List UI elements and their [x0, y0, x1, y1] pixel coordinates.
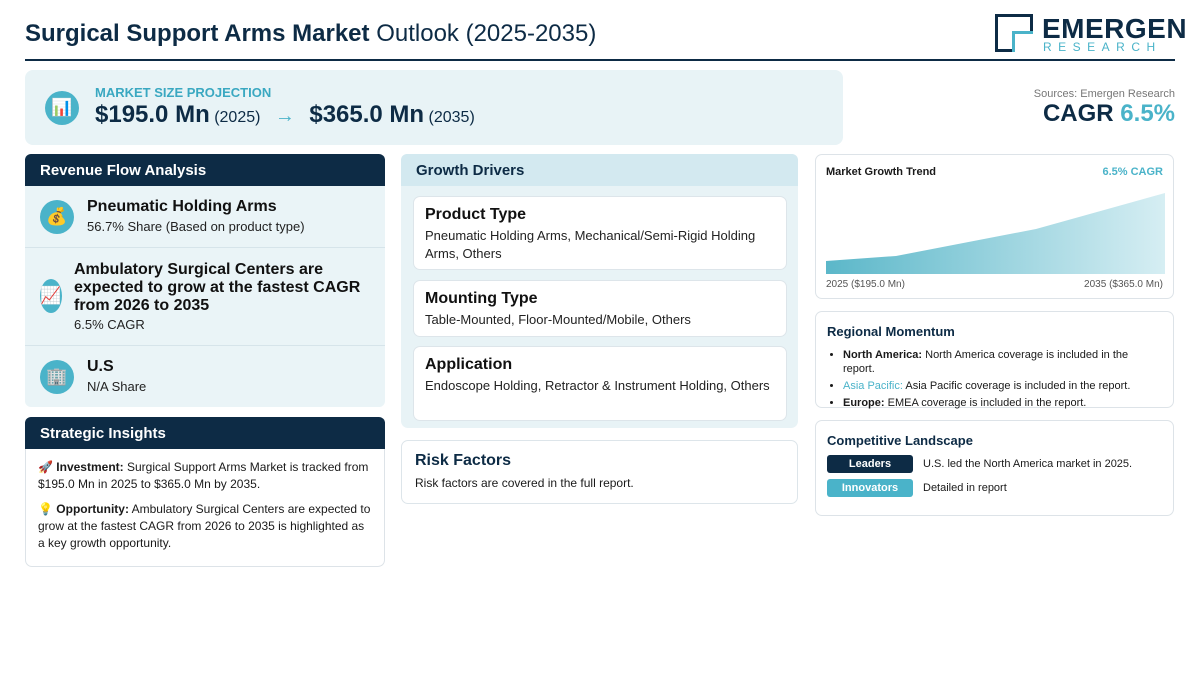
strategic-insights: Strategic Insights 🚀 Investment: Surgica…: [25, 417, 385, 567]
revenue-item: 📈 Ambulatory Surgical Centers are expect…: [25, 248, 385, 346]
insight-icon: 💡: [38, 502, 53, 516]
growth-title: Growth Drivers: [401, 154, 798, 186]
driver-title: Application: [425, 356, 513, 373]
region-text: Asia Pacific coverage is included in the…: [905, 380, 1131, 392]
arrow: →: [274, 105, 295, 127]
insight-icon: 🚀: [38, 460, 53, 474]
strategic-title: Strategic Insights: [25, 417, 385, 449]
insight-text: Surgical Support Arms Market is tracked …: [38, 460, 369, 491]
insight: 🚀 Investment: Surgical Support Arms Mark…: [38, 459, 372, 493]
cagr: CAGR 6.5%: [1043, 100, 1175, 128]
revenue-item-title: Ambulatory Surgical Centers are expected…: [74, 261, 361, 314]
title-rest: Outlook (2025-2035): [376, 20, 597, 47]
revenue-item-detail: 56.7% Share (Based on product type): [87, 219, 305, 234]
trend-start: 2025 ($195.0 Mn): [826, 279, 905, 290]
revenue-icon: 💰: [40, 200, 74, 234]
title-bold: Surgical Support Arms Market: [25, 20, 370, 47]
driver-text: Table-Mounted, Floor-Mounted/Mobile, Oth…: [425, 312, 691, 327]
competitive-item: Leaders U.S. led the North America market…: [827, 455, 1162, 473]
competitive-badge: Innovators: [827, 479, 913, 497]
driver-card: Product Type Pneumatic Holding Arms, Mech…: [413, 196, 787, 270]
trend-end: 2035 ($365.0 Mn): [1084, 279, 1163, 290]
insight: 💡 Opportunity: Ambulatory Surgical Cente…: [38, 501, 372, 552]
regional-title: Regional Momentum: [827, 324, 955, 339]
trend-shape: [826, 193, 1165, 274]
logo-accent: [1012, 31, 1033, 52]
risk-text: Risk factors are covered in the full rep…: [415, 476, 634, 490]
projection-icon: 📊: [45, 91, 79, 125]
regional-momentum: Regional Momentum North America: North A…: [815, 311, 1174, 410]
region-item: Asia Pacific: Asia Pacific coverage is i…: [843, 379, 1162, 393]
revenue-item-title: Pneumatic Holding Arms: [87, 198, 277, 215]
revenue-item: 🏢 U.S N/A Share: [25, 346, 385, 407]
revenue-item-title: U.S: [87, 358, 114, 375]
competitive-text: Detailed in report: [923, 482, 1007, 494]
end-year: (2035): [428, 109, 475, 126]
competitive-title: Competitive Landscape: [827, 433, 973, 448]
region-item: North America: North America coverage is…: [843, 348, 1162, 376]
revenue-item-detail: N/A Share: [87, 379, 147, 394]
competitive-text: U.S. led the North America market in 202…: [923, 458, 1133, 470]
competitive-item: Innovators Detailed in report: [827, 479, 1162, 497]
region-name: Asia Pacific:: [843, 380, 903, 392]
logo-mark: [995, 14, 1033, 52]
driver-card: Mounting Type Table-Mounted, Floor-Mounte…: [413, 280, 787, 337]
region-text: North America coverage is included in th…: [843, 349, 1129, 375]
projection-label: MARKET SIZE PROJECTION: [95, 85, 272, 100]
start-value: $195.0 Mn: [95, 101, 210, 128]
revenue-flow: Revenue Flow Analysis 💰 Pneumatic Holdin…: [25, 154, 385, 407]
cagr-value: 6.5%: [1120, 100, 1175, 127]
driver-text: Endoscope Holding, Retractor & Instrumen…: [425, 378, 770, 393]
region-name: North America:: [843, 349, 923, 361]
growth-drivers: Growth Drivers Product Type Pneumatic Hol…: [401, 154, 798, 428]
competitive-landscape: Competitive Landscape Leaders U.S. led th…: [815, 420, 1174, 516]
region-item: Europe: EMEA coverage is included in the…: [843, 396, 1162, 410]
end-value: $365.0 Mn: [309, 101, 425, 128]
logo-main: EMERGEN: [1042, 13, 1188, 44]
driver-title: Mounting Type: [425, 290, 538, 307]
trend-title: Market Growth Trend: [826, 166, 937, 178]
logo-sub: RESEARCH: [1043, 40, 1162, 54]
trend-card: Market Growth Trend 6.5% CAGR 2025 ($195…: [815, 154, 1174, 299]
cagr-label: CAGR: [1042, 100, 1114, 127]
revenue-flow-title: Revenue Flow Analysis: [25, 154, 385, 186]
title: Surgical Support Arms Market Outlook (20…: [25, 20, 596, 48]
insight-text: Ambulatory Surgical Centers are expected…: [38, 502, 371, 550]
trend-badge: 6.5% CAGR: [1102, 166, 1163, 178]
driver-card: Application Endoscope Holding, Retractor …: [413, 346, 787, 421]
revenue-icon: 📈: [40, 279, 62, 313]
insight-label: Opportunity:: [56, 502, 129, 516]
trend-area: [826, 193, 1165, 274]
projection-values: $195.0 Mn (2025) → $365.0 Mn (2035): [95, 101, 475, 129]
region-name: Europe:: [843, 397, 885, 409]
revenue-item-detail: 6.5% CAGR: [74, 317, 145, 332]
competitive-badge: Leaders: [827, 455, 913, 473]
source: Sources: Emergen Research: [1033, 88, 1175, 100]
revenue-icon: 🏢: [40, 360, 74, 394]
driver-title: Product Type: [425, 206, 527, 223]
driver-text: Pneumatic Holding Arms, Mechanical/Semi-…: [425, 228, 756, 261]
header-rule: [25, 59, 1175, 61]
start-year: (2025): [214, 109, 261, 126]
projection-box: 📊 MARKET SIZE PROJECTION $195.0 Mn (2025…: [25, 70, 843, 145]
risk-title: Risk Factors: [415, 452, 512, 469]
insight-label: Investment:: [56, 460, 124, 474]
revenue-item: 💰 Pneumatic Holding Arms 56.7% Share (Ba…: [25, 186, 385, 248]
region-text: EMEA coverage is included in the report.: [887, 397, 1087, 409]
risk-factors: Risk Factors Risk factors are covered in…: [401, 440, 798, 504]
